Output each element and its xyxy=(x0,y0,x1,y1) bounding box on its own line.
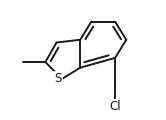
Text: Cl: Cl xyxy=(109,100,121,113)
Text: S: S xyxy=(54,72,62,85)
